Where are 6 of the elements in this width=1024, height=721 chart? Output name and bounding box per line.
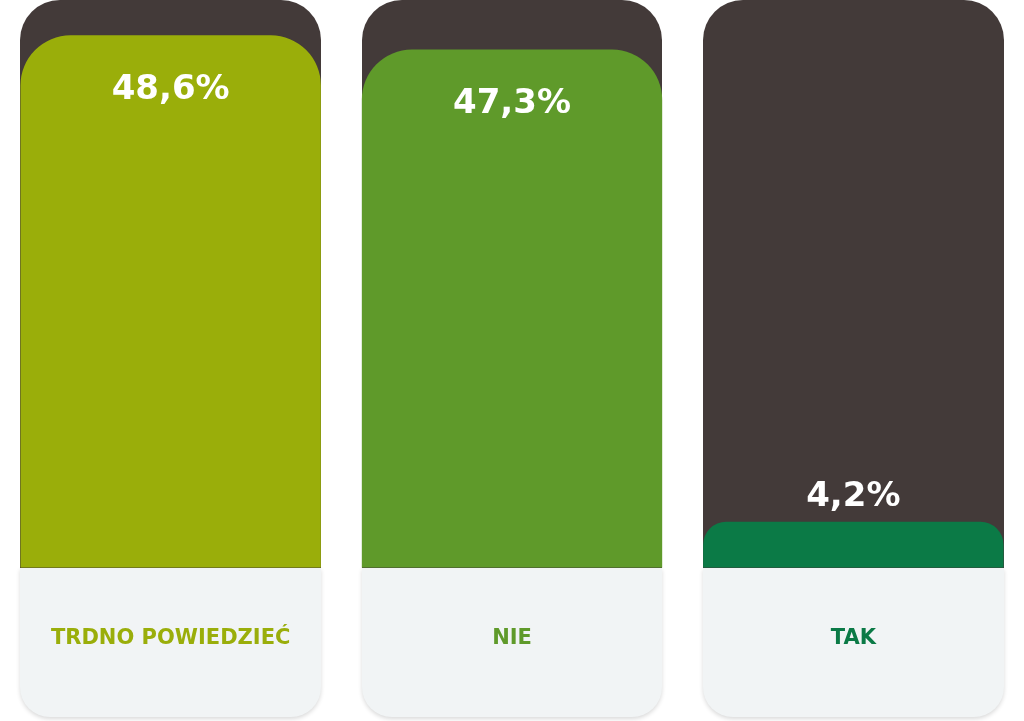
x-tick-label: TRDNO POWIEDZIEĆ bbox=[50, 623, 291, 649]
data-label: 48,6% bbox=[111, 67, 230, 108]
data-label: 4,2% bbox=[806, 473, 901, 514]
x-tick-label: TAK bbox=[830, 624, 877, 649]
data-label: 47,3% bbox=[453, 81, 571, 122]
x-tick-label: NIE bbox=[492, 624, 532, 649]
